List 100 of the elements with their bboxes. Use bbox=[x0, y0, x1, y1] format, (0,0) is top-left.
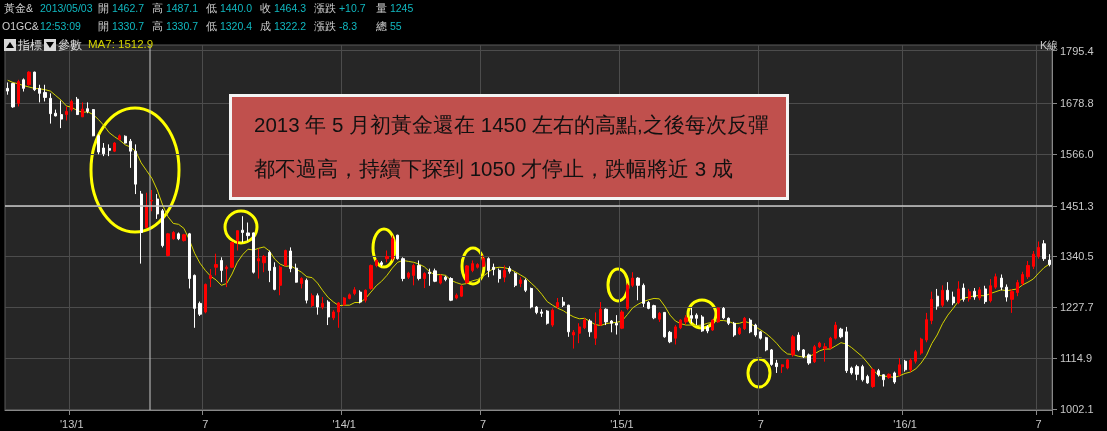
candlestick bbox=[551, 307, 554, 328]
annotation: K線 bbox=[1040, 38, 1059, 53]
candlestick bbox=[994, 273, 997, 290]
candlestick bbox=[337, 301, 340, 329]
candlestick bbox=[380, 260, 383, 267]
candlestick bbox=[428, 268, 431, 287]
candlestick bbox=[492, 263, 495, 276]
candlestick bbox=[701, 314, 704, 333]
candlestick bbox=[1026, 260, 1030, 280]
candlestick bbox=[348, 292, 351, 300]
candlestick bbox=[108, 143, 111, 157]
candlestick bbox=[156, 193, 159, 220]
candlestick bbox=[498, 268, 501, 284]
candlestick bbox=[134, 143, 137, 195]
candlestick bbox=[359, 289, 362, 304]
candlestick bbox=[1021, 271, 1024, 287]
candlestick bbox=[514, 271, 517, 288]
candlestick bbox=[92, 108, 95, 137]
candlestick bbox=[957, 280, 960, 305]
candlestick bbox=[781, 363, 784, 374]
candlestick bbox=[546, 309, 549, 326]
text: 黃金& bbox=[4, 2, 34, 14]
candlestick bbox=[519, 276, 522, 288]
candlestick bbox=[834, 321, 837, 341]
candlestick bbox=[423, 271, 426, 289]
candlestick bbox=[642, 283, 645, 308]
candlestick bbox=[717, 306, 720, 324]
candlestick bbox=[818, 341, 821, 349]
candlestick bbox=[471, 259, 474, 273]
candlestick bbox=[626, 283, 629, 311]
candlestick bbox=[225, 264, 228, 288]
candlestick bbox=[1042, 239, 1046, 262]
text: 高 1487.1 bbox=[152, 2, 199, 14]
y-tick-label: 1340.5 bbox=[1060, 250, 1094, 263]
candlestick bbox=[113, 141, 116, 153]
candlestick bbox=[385, 250, 389, 263]
candlestick bbox=[369, 264, 373, 291]
candlestick bbox=[140, 190, 143, 265]
candlestick bbox=[316, 292, 319, 316]
candlestick bbox=[204, 283, 207, 314]
candlestick bbox=[636, 276, 640, 301]
candlestick bbox=[620, 309, 624, 330]
candlestick bbox=[679, 318, 682, 330]
candlestick bbox=[198, 301, 202, 317]
candlestick bbox=[802, 348, 805, 359]
candlestick bbox=[321, 296, 324, 310]
candlestick bbox=[920, 337, 923, 356]
candlestick bbox=[1032, 250, 1035, 270]
candlestick bbox=[674, 324, 677, 345]
candlestick bbox=[588, 318, 592, 338]
candlestick bbox=[332, 309, 335, 321]
candlestick bbox=[930, 291, 933, 325]
x-tick-label: 7 bbox=[480, 417, 487, 430]
candlestick bbox=[391, 235, 394, 261]
candlestick bbox=[220, 256, 223, 283]
candlestick bbox=[946, 281, 949, 303]
candlestick bbox=[1000, 273, 1003, 291]
candlestick bbox=[786, 358, 789, 370]
candlestick bbox=[893, 371, 896, 385]
candlestick bbox=[813, 344, 816, 364]
candlestick bbox=[695, 312, 698, 326]
candlestick bbox=[161, 208, 164, 248]
text: 低 1320.4 bbox=[206, 20, 253, 32]
candlestick bbox=[823, 342, 827, 363]
candlestick bbox=[1005, 283, 1008, 303]
candlestick bbox=[11, 82, 15, 109]
candlestick bbox=[246, 222, 250, 242]
candlestick bbox=[476, 262, 479, 270]
candlestick bbox=[482, 255, 485, 268]
text: O1GC& bbox=[2, 20, 39, 32]
y-tick-label: 1451.3 bbox=[1060, 200, 1094, 213]
candlestick bbox=[941, 284, 944, 308]
candlestick bbox=[327, 299, 330, 326]
candlestick bbox=[118, 133, 121, 141]
candlestick bbox=[754, 323, 757, 338]
candlestick bbox=[6, 81, 9, 96]
y-tick-label: 1227.7 bbox=[1060, 301, 1094, 314]
text: 開 1462.7 bbox=[98, 2, 145, 14]
candlestick bbox=[76, 96, 79, 116]
candlestick bbox=[22, 77, 25, 93]
candlestick bbox=[305, 278, 308, 304]
candlestick bbox=[38, 84, 41, 103]
candlestick bbox=[524, 278, 527, 293]
x-tick-label: 7 bbox=[1035, 417, 1042, 430]
candlestick bbox=[733, 321, 736, 338]
candlestick bbox=[396, 234, 399, 261]
candlestick bbox=[43, 84, 47, 102]
candlestick bbox=[962, 283, 965, 303]
candlestick bbox=[583, 317, 586, 330]
candlestick bbox=[578, 322, 581, 344]
candlestick bbox=[487, 256, 490, 278]
candlestick bbox=[743, 316, 746, 331]
text: 漲跌 +10.7 bbox=[314, 2, 366, 14]
candlestick bbox=[145, 192, 148, 228]
candlestick bbox=[279, 264, 282, 296]
candlestick bbox=[652, 304, 656, 320]
candlestick bbox=[866, 374, 869, 385]
candlestick bbox=[631, 271, 634, 288]
candlestick bbox=[449, 276, 453, 302]
candlestick bbox=[508, 265, 511, 275]
